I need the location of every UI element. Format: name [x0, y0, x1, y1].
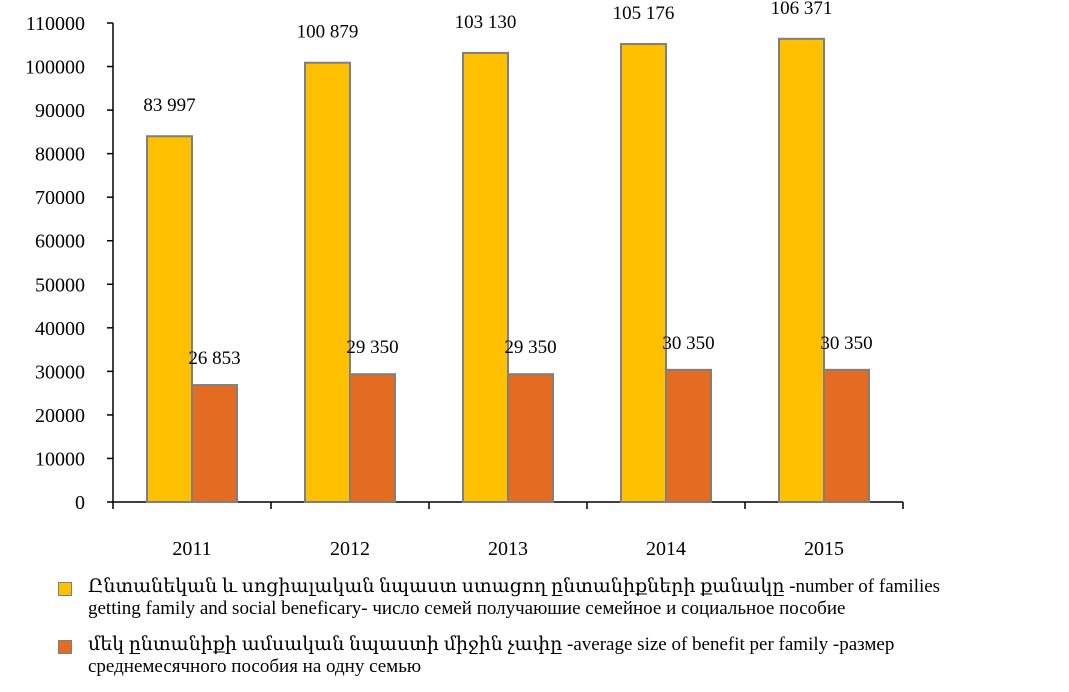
legend-label-benefit-line2: среднемесячного пособия на одну семью: [88, 656, 422, 677]
y-tick-label: 40000: [35, 318, 85, 340]
data-label-families: 103 130: [455, 12, 517, 33]
y-tick-label: 100000: [25, 57, 85, 79]
data-label-benefit: 26 853: [188, 348, 240, 369]
bar-families: [620, 43, 667, 504]
bar-benefit: [191, 384, 238, 503]
y-tick-label: 90000: [35, 100, 85, 122]
bar-families: [304, 61, 351, 504]
legend-label-families-line2: getting family and social beneficary- чи…: [88, 598, 846, 619]
data-label-families: 83 997: [143, 95, 195, 116]
data-label-families: 106 371: [771, 0, 833, 19]
x-axis: 2011 2012 2013 2014 2015: [112, 501, 904, 560]
data-label-families: 100 879: [297, 22, 359, 43]
legend: Ընտանեկան և սոցիալական նպաստ ստացող ընտա…: [58, 576, 1058, 692]
bar-benefit: [665, 368, 712, 503]
y-tick-label: 0: [75, 492, 85, 514]
legend-label-benefit-line1: մեկ ընտանիքի ամսական նպաստի միջին չափը -…: [88, 634, 895, 655]
y-tick-label: 70000: [35, 187, 85, 209]
bar-benefit: [507, 373, 554, 503]
bar-families: [462, 51, 509, 503]
y-tick-label: 20000: [35, 405, 85, 427]
data-label-benefit: 30 350: [820, 333, 872, 354]
bar-families: [778, 37, 825, 504]
bar-benefit: [349, 373, 396, 503]
legend-swatch-benefit: [58, 640, 72, 654]
legend-item-benefit: մեկ ընտանիքի ամսական նպաստի միջին չափը -…: [58, 634, 1058, 678]
x-tick-label: 2015: [804, 538, 844, 560]
x-tick-label: 2011: [172, 538, 211, 560]
y-tick-label: 30000: [35, 361, 85, 383]
y-tick-label: 50000: [35, 274, 85, 296]
bar-benefit: [823, 368, 870, 503]
x-tick-label: 2013: [488, 538, 528, 560]
x-tick-label: 2014: [646, 538, 686, 560]
x-tick-label: 2012: [330, 538, 370, 560]
legend-label-families-line1: Ընտանեկան և սոցիալական նպաստ ստացող ընտա…: [88, 576, 941, 597]
legend-item-families: Ընտանեկան և սոցիալական նպաստ ստացող ընտա…: [58, 576, 1058, 620]
bar-chart: 0 10000 20000 30000 40000 50000 60000 70000 8000…: [25, 0, 904, 560]
bar-families: [146, 135, 193, 504]
y-tick-label: 60000: [35, 231, 85, 253]
data-label-benefit: 29 350: [346, 337, 398, 358]
data-labels: 83 997 26 853 100 879 29 350 103 130 29 350 10…: [143, 0, 872, 369]
y-tick-label: 10000: [35, 448, 85, 470]
data-label-benefit: 30 350: [662, 333, 714, 354]
data-label-benefit: 29 350: [504, 337, 556, 358]
bars: [146, 37, 870, 504]
y-axis: 0 10000 20000 30000 40000 50000 60000 70000 8000…: [25, 13, 114, 514]
y-tick-label: 80000: [35, 144, 85, 166]
y-tick-label: 110000: [26, 13, 85, 35]
legend-swatch-families: [58, 582, 72, 596]
data-label-families: 105 176: [613, 3, 675, 24]
